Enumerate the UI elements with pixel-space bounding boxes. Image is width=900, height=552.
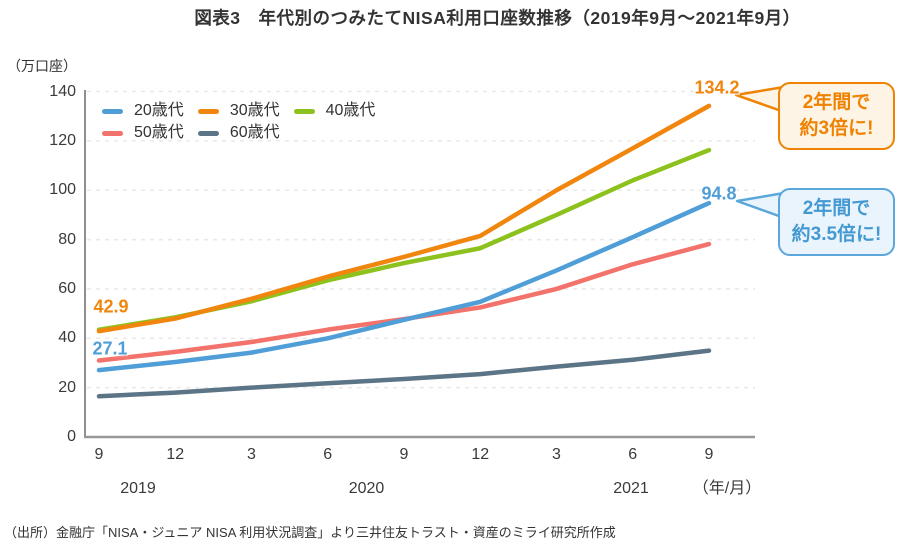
line-60s (96, 348, 712, 399)
y-axis-tick-label: 40 (58, 329, 76, 347)
legend-item-50s: 50歳代 (102, 125, 184, 141)
chart-title: 図表3 年代別のつみたてNISA利用口座数推移（2019年9月～2021年9月） (194, 8, 801, 28)
value-annotation-27-1: 27.1 (92, 338, 128, 359)
y-axis-tick-label: 120 (49, 131, 76, 149)
x-axis-tick-label: 9 (94, 446, 104, 463)
y-axis-tick-label: 100 (49, 181, 76, 199)
callout-3-5x-line2: 約3.5倍に! (791, 224, 882, 245)
legend-item-60s: 60歳代 (197, 124, 280, 141)
legend-swatch-20s (102, 108, 123, 114)
legend-label-20s: 20歳代 (134, 102, 184, 119)
value-annotation-134-2: 134.2 (694, 77, 740, 98)
callout-3x-bubble: 2年間で 約3倍に! (778, 82, 895, 150)
legend-item-40s: 40歳代 (293, 102, 376, 119)
y-axis-unit-label: （万口座） (7, 58, 77, 74)
legend-label-40s: 40歳代 (325, 102, 376, 119)
y-axis-tick-label: 20 (58, 378, 76, 396)
value-annotation-94-8: 94.8 (701, 183, 737, 204)
legend-item-20s: 20歳代 (102, 103, 184, 119)
x-axis-unit-label: （年/月） (692, 480, 762, 497)
line-30s (96, 103, 712, 334)
legend-row: 50歳代 60歳代 (102, 125, 294, 141)
callout-3x-line1: 2年間で (802, 92, 871, 113)
x-axis-tick-label: 3 (247, 446, 256, 463)
x-axis-tick-label: 12 (166, 446, 185, 463)
value-annotation-42-9: 42.9 (93, 296, 129, 317)
x-axis-tick-label: 9 (399, 446, 409, 463)
y-axis-tick-label: 140 (49, 82, 76, 100)
legend-row: 20歳代 30歳代 40歳代 (102, 103, 389, 119)
x-axis-tick-label: 12 (471, 446, 490, 463)
x-axis-tick-label: 3 (552, 446, 561, 463)
legend-swatch-60s (197, 130, 219, 136)
x-axis-year-label: 2020 (348, 480, 385, 497)
y-axis-tick-label: 0 (67, 428, 76, 445)
source-note: （出所）金融庁「NISA・ジュニア NISA 利用状況調査」より三井住友トラスト… (4, 525, 616, 540)
x-axis-tick-label: 9 (704, 446, 714, 463)
callout-3-5x-line1: 2年間で (802, 198, 871, 219)
y-axis-tick-label: 60 (58, 279, 76, 297)
legend-item-30s: 30歳代 (197, 102, 280, 119)
legend-swatch-40s (293, 108, 315, 114)
line-20s (96, 200, 712, 373)
y-axis-tick-label: 80 (58, 230, 76, 248)
legend-swatch-50s (102, 130, 123, 136)
callout-3x-line2: 約3倍に! (799, 118, 874, 139)
legend-label-50s: 50歳代 (134, 124, 184, 141)
x-axis-tick-label: 6 (323, 446, 333, 463)
x-axis-year-label: 2021 (613, 480, 649, 497)
legend-swatch-30s (197, 108, 219, 114)
legend-label-60s: 60歳代 (229, 124, 280, 141)
callout-3-5x-bubble: 2年間で 約3.5倍に! (778, 188, 895, 256)
x-axis-tick-label: 6 (628, 446, 638, 463)
legend-label-30s: 30歳代 (229, 102, 280, 119)
x-axis-year-label: 2019 (120, 480, 156, 497)
